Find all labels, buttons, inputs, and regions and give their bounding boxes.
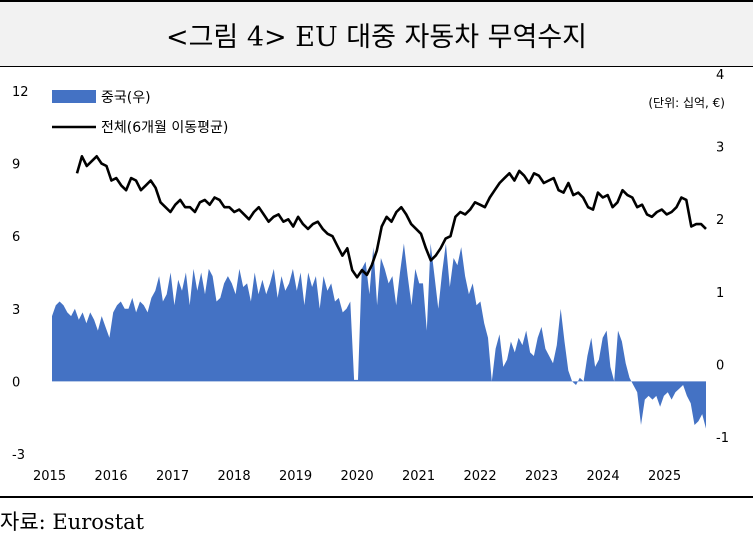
x-tick-label: 2019 [279,469,312,484]
x-tick-label: 2015 [33,469,66,484]
x-tick-label: 2023 [525,469,558,484]
series-line-total [75,155,707,279]
x-tick-label: 2022 [464,469,497,484]
bottom-rule [0,496,753,498]
y-left-tick-label: -3 [12,448,25,463]
y-right-tick-label: 3 [716,141,724,156]
source-note: 자료: Eurostat [0,510,145,534]
x-tick-label: 2020 [341,469,374,484]
x-tick-label: 2025 [648,469,681,484]
x-tick-label: 2024 [587,469,620,484]
series-area-china [52,243,706,429]
y-right-tick-label: -1 [716,431,729,446]
y-left-tick-label: 6 [12,230,20,245]
x-tick-label: 2016 [95,469,128,484]
x-tick-label: 2021 [402,469,435,484]
y-left-tick-label: 0 [12,375,20,390]
x-tick-label: 2017 [156,469,189,484]
y-left-tick-label: 12 [12,85,29,100]
chart-title-bar: <그림 4> EU 대중 자동차 무역수지 [0,0,753,67]
y-right-tick-label: 2 [716,213,724,228]
legend-swatch-china [52,90,96,103]
chart-svg: 12 9 6 3 0 -3 4 3 2 1 0 -1 2015 2016 2017 2018 2019 2020 2… [12,68,729,484]
y-left-tick-label: 3 [12,303,20,318]
legend-label-china: 중국(우) [101,90,151,106]
x-tick-label: 2018 [218,469,251,484]
y-right-tick-label: 0 [716,358,724,373]
y-right-tick-label: 1 [716,286,724,301]
legend-label-total: 전체(6개월 이동평균) [101,120,228,136]
unit-note: (단위: 십억, €) [648,96,725,110]
chart-title: <그림 4> EU 대중 자동차 무역수지 [165,21,588,53]
y-right-tick-label: 4 [716,68,724,83]
y-left-tick-label: 9 [12,158,20,173]
